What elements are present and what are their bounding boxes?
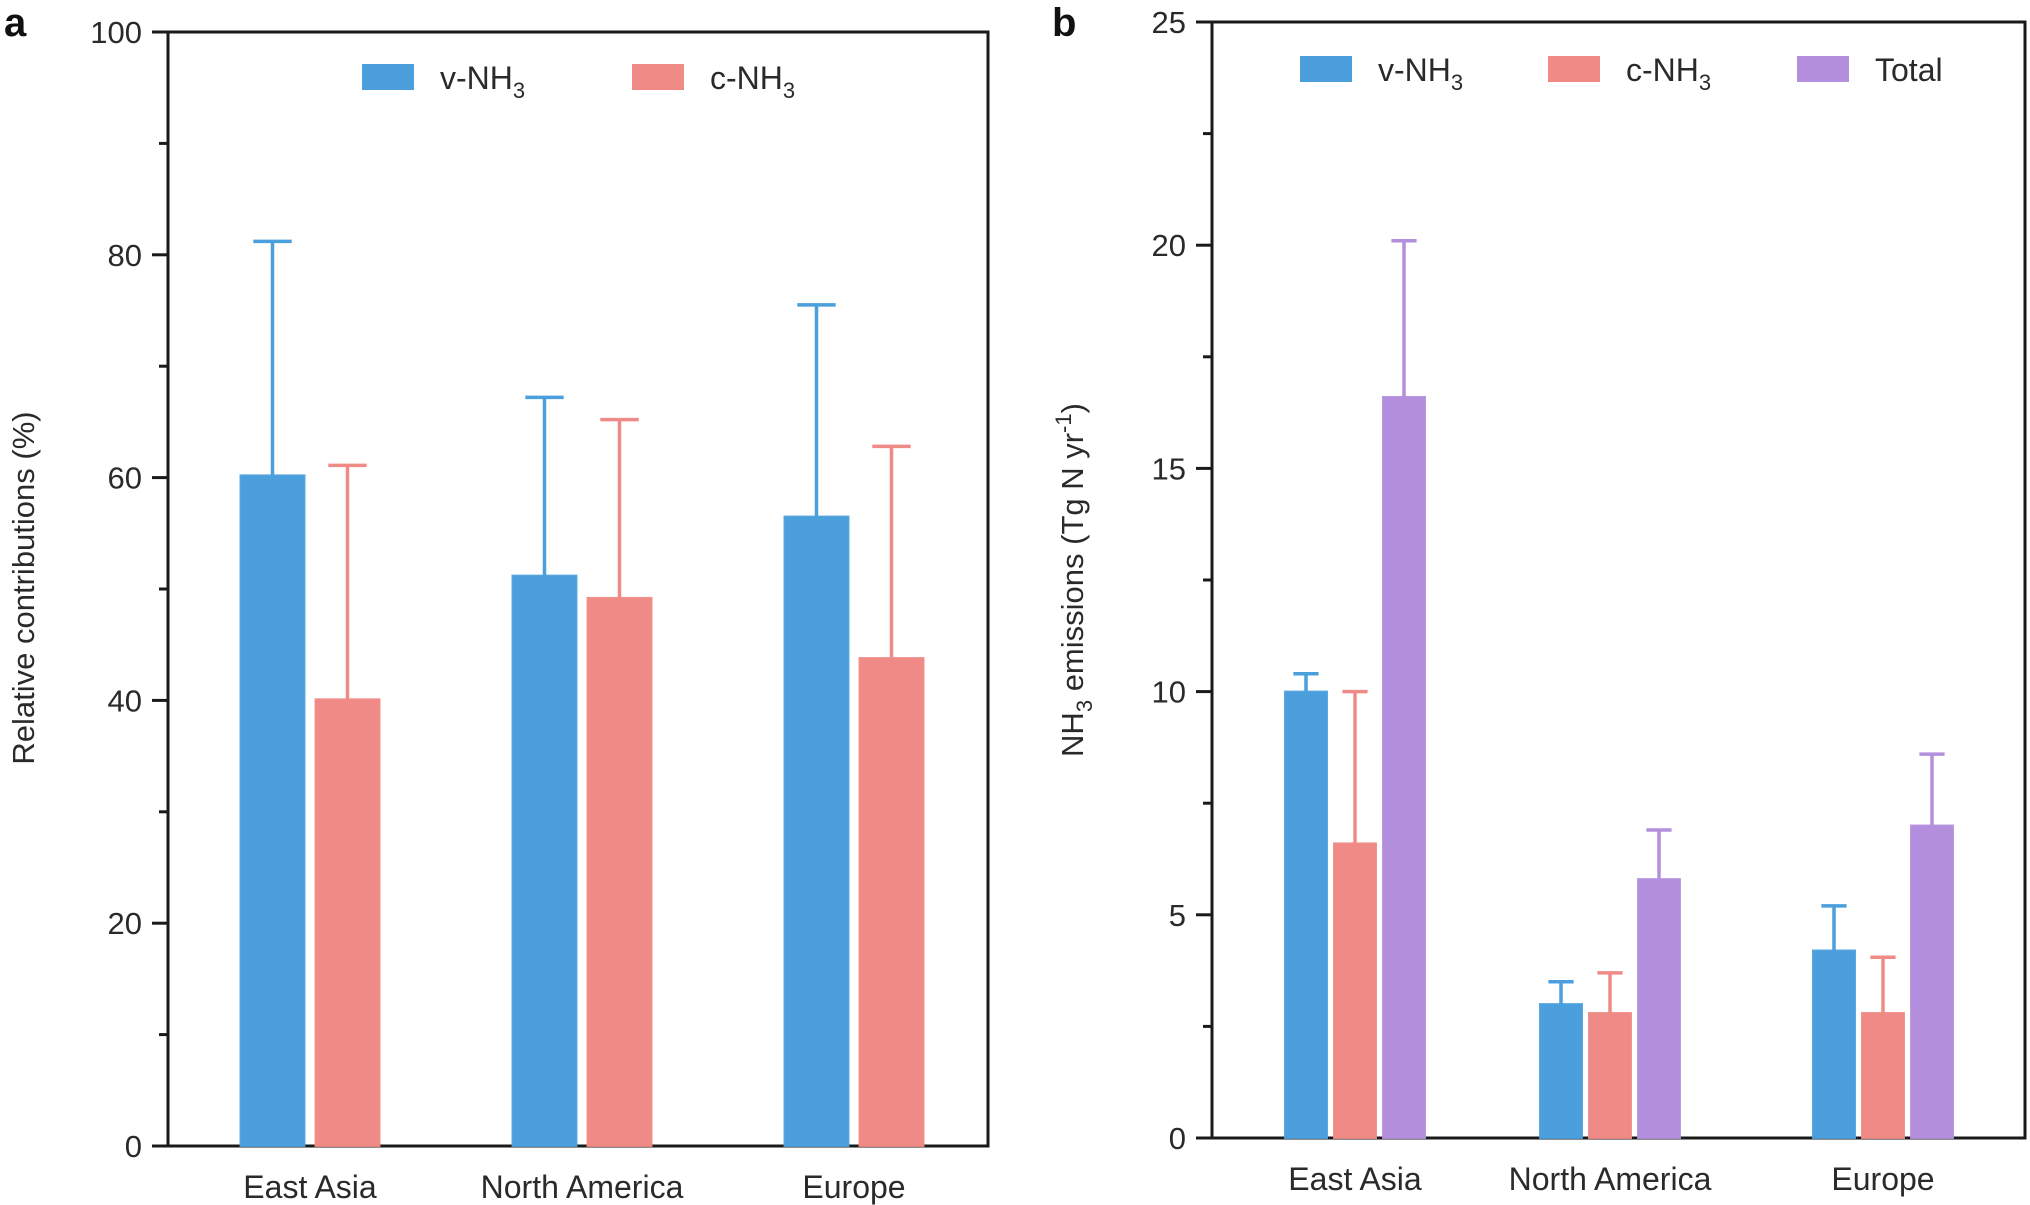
bar-c-nh-east-asia [1333, 842, 1377, 1139]
y-tick-label: 60 [108, 461, 142, 496]
panel-b: b NH3 emissions (Tg N yr-1) v-NH3 c-NH3 To… [1051, 1, 2027, 1197]
y-tick-label: 0 [125, 1129, 142, 1164]
legend-label: v-NH3 [1378, 52, 1463, 95]
y-title-sup: -1 [1051, 413, 1076, 433]
y-tick-label: 5 [1169, 898, 1186, 933]
bar-v-nh-north-america [1539, 1003, 1583, 1140]
y-tick-label: 20 [1152, 228, 1186, 263]
y-title-mid: emissions (Tg N yr [1055, 433, 1090, 700]
panel-a-category-labels: East Asia North America Europe [243, 1169, 905, 1205]
y-title-sub: 3 [1072, 700, 1097, 712]
bar-v-nh-europe [783, 515, 850, 1147]
legend-label: Total [1875, 52, 1943, 88]
legend-swatch [1300, 56, 1352, 82]
legend-swatch [362, 64, 414, 90]
bar-c-nh-east-asia [314, 698, 381, 1147]
y-tick-label: 20 [108, 906, 142, 941]
panel-a-letter: a [4, 1, 27, 45]
bar-v-nh-north-america [511, 574, 578, 1147]
category-label: Europe [802, 1169, 905, 1205]
y-tick-label: 0 [1169, 1121, 1186, 1156]
legend-label: c-NH3 [1626, 52, 1711, 95]
bar-v-nh-europe [1812, 949, 1856, 1140]
y-title-post: ) [1055, 403, 1090, 413]
bar-c-nh-europe [1861, 1012, 1905, 1139]
bar-total-north-america [1637, 878, 1681, 1139]
bar-total-europe [1910, 824, 1954, 1140]
bar-v-nh-east-asia [1284, 690, 1328, 1139]
panel-b-y-axis-title: NH3 emissions (Tg N yr-1) [1051, 403, 1097, 757]
y-tick-label: 40 [108, 683, 142, 718]
category-label: North America [1509, 1161, 1712, 1197]
panel-a-y-ticks: 0 20 40 60 80 100 [90, 15, 168, 1164]
y-tick-label: 100 [90, 15, 142, 50]
legend-swatch [1548, 56, 1600, 82]
panel-b-category-labels: East Asia North America Europe [1288, 1161, 1934, 1197]
panel-b-letter: b [1052, 1, 1076, 45]
category-label: North America [481, 1169, 684, 1205]
panel-b-legend: v-NH3 c-NH3 Total [1300, 52, 1943, 95]
panel-a-y-axis-title: Relative contributions (%) [6, 411, 41, 764]
panel-b-y-ticks: 0 5 10 15 20 25 [1152, 5, 1212, 1156]
category-label: East Asia [1288, 1161, 1422, 1197]
bar-v-nh-east-asia [239, 474, 306, 1147]
panel-a-legend: v-NH3 c-NH3 [362, 60, 795, 103]
legend-label: c-NH3 [710, 60, 795, 103]
bar-c-nh-north-america [1588, 1012, 1632, 1139]
panel-a-bars [239, 239, 925, 1147]
panel-b-bars [1284, 238, 1954, 1140]
bar-c-nh-north-america [586, 596, 653, 1147]
legend-label: v-NH3 [440, 60, 525, 103]
bar-c-nh-europe [858, 657, 925, 1147]
legend-swatch [1797, 56, 1849, 82]
bar-total-east-asia [1382, 395, 1426, 1139]
category-label: East Asia [243, 1169, 377, 1205]
y-title-nh: NH [1055, 712, 1090, 757]
y-tick-label: 80 [108, 238, 142, 273]
legend-swatch [632, 64, 684, 90]
panel-a: a Relative contributions (%) v-NH3 c-NH3 … [4, 1, 990, 1205]
category-label: Europe [1831, 1161, 1934, 1197]
y-tick-label: 10 [1152, 675, 1186, 710]
y-tick-label: 25 [1152, 5, 1186, 40]
y-tick-label: 15 [1152, 451, 1186, 486]
